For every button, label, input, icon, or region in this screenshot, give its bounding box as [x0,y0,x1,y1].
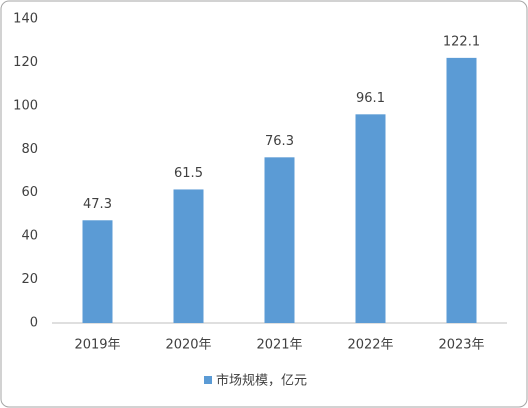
x-tick-label: 2023年 [438,338,484,353]
bar [82,220,113,323]
x-tick-label: 2020年 [165,338,211,353]
data-label: 61.5 [174,166,203,181]
data-label: 96.1 [356,91,385,106]
data-label: 122.1 [443,34,480,49]
x-tick-label: 2022年 [347,338,393,353]
legend-label: 市场规模，亿元 [216,373,307,389]
y-tick-label: 80 [21,142,38,157]
bar [264,157,295,323]
y-tick-label: 100 [13,98,38,113]
y-tick-label: 140 [13,12,38,27]
y-tick-label: 0 [30,316,38,331]
y-tick-label: 60 [21,185,38,200]
y-tick-label: 20 [21,272,38,287]
bar [446,57,477,324]
bar [173,189,204,323]
data-label: 47.3 [83,197,112,212]
data-label: 76.3 [265,134,294,149]
legend-swatch [204,376,212,384]
x-tick-label: 2021年 [256,338,302,353]
y-tick-label: 120 [13,55,38,70]
bar [355,114,386,323]
x-tick-label: 2019年 [74,338,120,353]
y-tick-label: 40 [21,229,38,244]
